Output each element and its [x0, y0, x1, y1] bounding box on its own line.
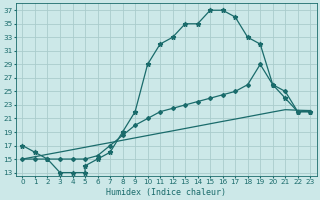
X-axis label: Humidex (Indice chaleur): Humidex (Indice chaleur): [106, 188, 226, 197]
